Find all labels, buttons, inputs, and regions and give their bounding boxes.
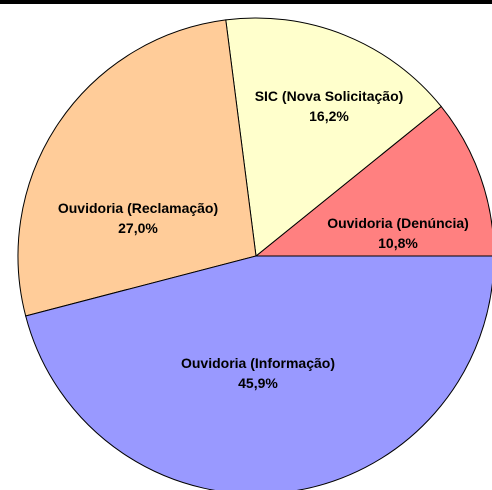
pie-slice-3 (17, 19, 257, 317)
pie-slice-2 (225, 17, 442, 257)
pie-slices (17, 17, 492, 490)
slice-label-2: SIC (Nova Solicitação) (255, 88, 404, 104)
slice-value-label-3: 27,0% (118, 220, 158, 236)
slice-value-label-1: 10,8% (378, 235, 418, 251)
slice-value-label-2: 16,2% (309, 108, 349, 124)
pie-labels: Ouvidoria (Denúncia) 10,8% SIC (Nova Solic… (58, 88, 469, 391)
pie-slice-4 (25, 255, 492, 490)
slice-value-label-4: 45,9% (238, 375, 278, 391)
pie-slice-1 (254, 105, 492, 257)
slice-label-1: Ouvidoria (Denúncia) (327, 215, 469, 231)
slice-label-3: Ouvidoria (Reclamação) (58, 200, 218, 216)
top-border (0, 0, 492, 4)
slice-label-4: Ouvidoria (Informação) (181, 355, 335, 371)
